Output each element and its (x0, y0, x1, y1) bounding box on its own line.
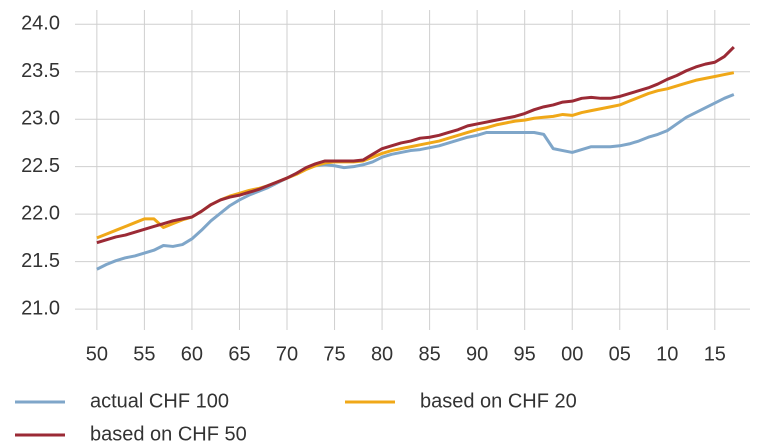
y-tick-label: 24.0 (21, 13, 60, 35)
x-tick-label: 15 (704, 343, 726, 365)
x-tick-label: 55 (133, 343, 155, 365)
x-tick-label: 85 (418, 343, 440, 365)
x-tick-label: 00 (561, 343, 583, 365)
x-tick-label: 75 (323, 343, 345, 365)
legend-label: actual CHF 100 (90, 390, 229, 412)
x-tick-label: 65 (228, 343, 250, 365)
y-tick-label: 21.5 (21, 250, 60, 272)
y-tick-label: 22.5 (21, 155, 60, 177)
y-tick-label: 23.5 (21, 60, 60, 82)
y-tick-label: 23.0 (21, 107, 60, 129)
y-tick-label: 21.0 (21, 297, 60, 319)
legend-label: based on CHF 20 (420, 390, 577, 412)
legend-label: based on CHF 50 (90, 423, 247, 445)
series-line (96, 45, 735, 245)
x-tick-label: 50 (86, 343, 108, 365)
x-tick-label: 80 (371, 343, 393, 365)
x-tick-label: 60 (181, 343, 203, 365)
series-line (96, 93, 735, 271)
x-tick-label: 90 (466, 343, 488, 365)
x-tick-label: 95 (514, 343, 536, 365)
x-tick-label: 70 (276, 343, 298, 365)
y-tick-label: 22.0 (21, 202, 60, 224)
x-tick-label: 10 (656, 343, 678, 365)
x-tick-label: 05 (609, 343, 631, 365)
